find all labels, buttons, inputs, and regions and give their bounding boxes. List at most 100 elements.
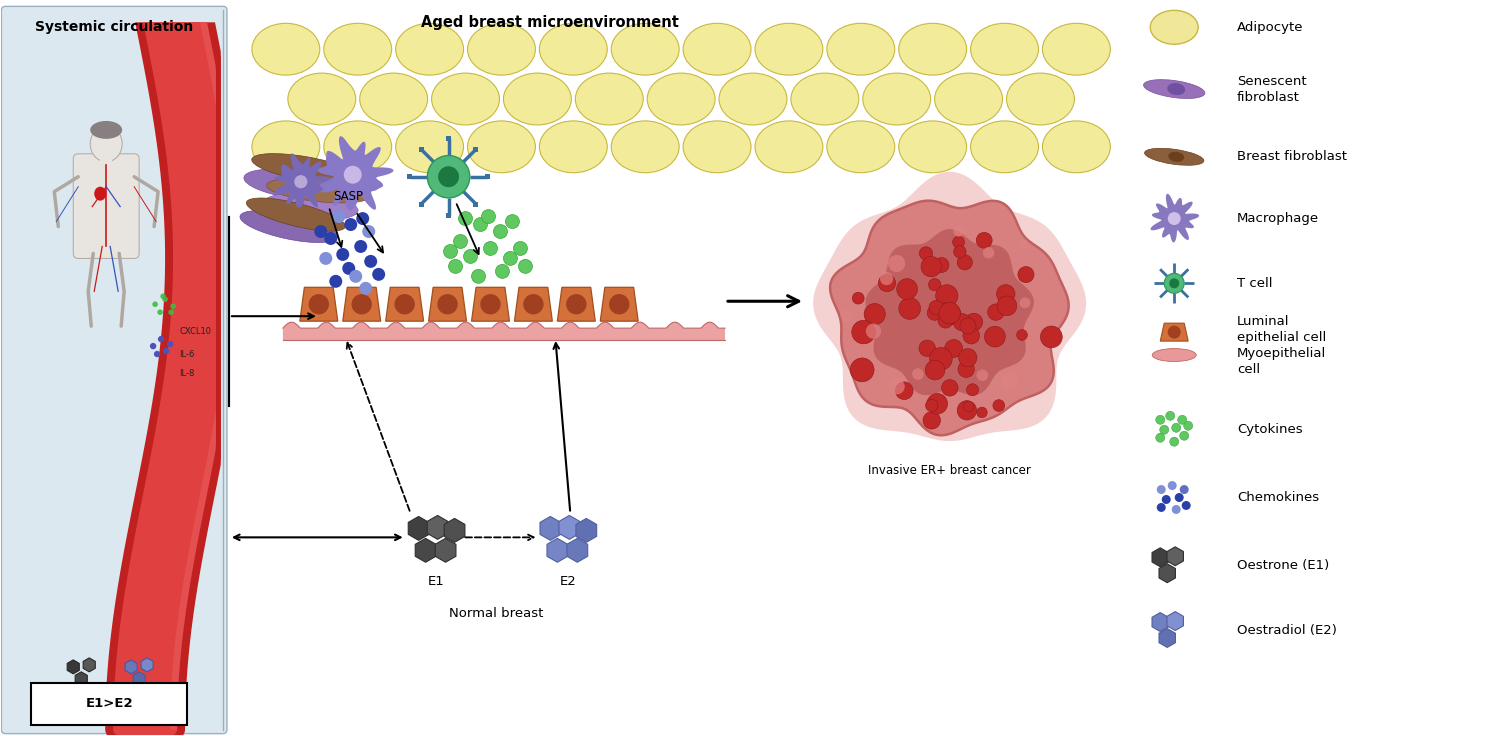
Circle shape [920,340,936,356]
Circle shape [934,258,950,272]
Text: E1: E1 [427,576,445,588]
Circle shape [483,241,498,255]
Ellipse shape [244,169,348,200]
Circle shape [1156,503,1166,512]
Ellipse shape [1042,24,1110,75]
Circle shape [1019,266,1034,283]
Polygon shape [408,517,429,540]
Bar [408,174,413,179]
Circle shape [364,255,376,268]
Circle shape [963,328,980,344]
Circle shape [987,304,1004,320]
Polygon shape [435,538,456,562]
Circle shape [504,252,518,266]
Polygon shape [1160,629,1176,648]
Circle shape [998,296,1017,316]
Text: Cytokines: Cytokines [1238,423,1302,436]
Circle shape [928,278,940,291]
Circle shape [330,275,342,288]
Circle shape [309,294,328,314]
Circle shape [1160,425,1168,434]
Circle shape [939,302,960,324]
Text: Aged breast microenvironment: Aged breast microenvironment [422,15,680,30]
Polygon shape [540,517,561,540]
Text: T cell: T cell [1238,277,1272,290]
Circle shape [513,241,528,255]
Text: E1>E2: E1>E2 [86,697,134,710]
Ellipse shape [970,121,1038,173]
Circle shape [1178,415,1186,424]
Ellipse shape [504,73,572,125]
Bar [446,135,452,141]
Ellipse shape [1143,79,1204,99]
Polygon shape [75,672,87,686]
Circle shape [342,262,355,275]
Polygon shape [865,229,1033,395]
Circle shape [897,279,918,300]
Circle shape [927,305,942,320]
Bar [484,174,489,179]
Ellipse shape [646,73,716,125]
Circle shape [963,401,974,412]
Circle shape [344,166,362,184]
Circle shape [960,318,976,334]
Circle shape [920,247,933,260]
Ellipse shape [682,121,752,173]
Ellipse shape [862,73,930,125]
Circle shape [154,351,160,357]
Polygon shape [514,287,552,321]
Circle shape [926,360,945,380]
Circle shape [1172,423,1180,432]
Bar [419,147,423,152]
Ellipse shape [612,121,680,173]
Polygon shape [429,287,466,321]
Circle shape [976,407,987,418]
Circle shape [1020,240,1029,248]
Ellipse shape [468,121,536,173]
Text: IL-8: IL-8 [178,369,195,378]
Circle shape [1161,495,1170,504]
Ellipse shape [1167,83,1185,95]
Polygon shape [274,153,330,208]
Circle shape [1184,421,1192,431]
Text: Systemic circulation: Systemic circulation [34,21,194,35]
Circle shape [158,309,164,315]
Circle shape [939,302,951,315]
Circle shape [996,285,1016,303]
Circle shape [1179,431,1188,440]
Ellipse shape [540,121,608,173]
Bar [100,155,112,165]
Circle shape [888,255,904,272]
Ellipse shape [360,73,428,125]
Ellipse shape [432,73,500,125]
Polygon shape [170,22,216,729]
Circle shape [464,250,477,263]
Text: Normal breast: Normal breast [450,607,543,620]
Circle shape [993,400,1005,411]
Circle shape [1156,485,1166,494]
Circle shape [926,400,938,411]
Text: E2: E2 [560,576,576,588]
Text: Oestrone (E1): Oestrone (E1) [1238,559,1329,572]
Circle shape [864,303,885,325]
Polygon shape [300,287,338,321]
Circle shape [438,294,458,314]
Circle shape [1182,501,1191,510]
Ellipse shape [1007,73,1074,125]
Ellipse shape [324,24,392,75]
Circle shape [1166,411,1174,420]
Ellipse shape [1042,121,1110,173]
Circle shape [1020,297,1031,308]
FancyBboxPatch shape [2,7,226,734]
FancyBboxPatch shape [32,683,188,725]
Ellipse shape [718,73,788,125]
Circle shape [952,236,964,248]
Polygon shape [68,660,80,674]
Circle shape [494,224,507,238]
Circle shape [954,226,964,236]
Circle shape [840,309,852,321]
Circle shape [1174,493,1184,502]
Polygon shape [141,658,153,672]
Ellipse shape [576,73,644,125]
Circle shape [898,297,921,319]
